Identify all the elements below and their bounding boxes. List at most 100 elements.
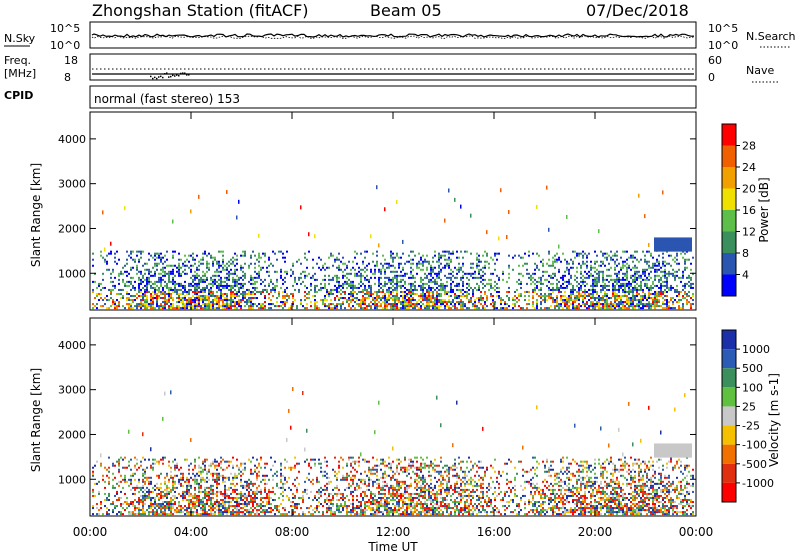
range-gate-cell bbox=[250, 301, 252, 304]
range-gate-cell bbox=[244, 254, 246, 257]
range-gate-cell bbox=[142, 274, 144, 277]
range-gate-cell bbox=[204, 303, 206, 306]
range-gate-cell bbox=[396, 299, 398, 302]
range-gate-cell bbox=[194, 276, 196, 279]
range-gate-cell bbox=[550, 305, 552, 308]
range-gate-cell bbox=[222, 507, 224, 510]
range-gate-cell bbox=[660, 286, 662, 289]
range-gate-cell bbox=[208, 492, 210, 495]
range-gate-cell bbox=[440, 303, 442, 306]
range-gate-cell bbox=[418, 307, 420, 310]
range-gate-cell bbox=[304, 290, 306, 293]
range-gate-cell bbox=[434, 305, 436, 308]
range-gate-cell bbox=[648, 242, 650, 247]
range-gate-cell bbox=[350, 284, 352, 287]
range-gate-cell bbox=[458, 268, 460, 271]
range-gate-cell bbox=[228, 276, 230, 279]
range-gate-cell bbox=[208, 496, 210, 499]
range-gate-cell bbox=[318, 288, 320, 291]
range-gate-cell bbox=[614, 284, 616, 287]
range-gate-cell bbox=[182, 474, 184, 477]
range-gate-cell bbox=[612, 258, 614, 261]
range-gate-cell bbox=[562, 307, 564, 310]
range-gate-cell bbox=[230, 513, 232, 516]
range-gate-cell bbox=[282, 513, 284, 516]
range-gate-cell bbox=[250, 496, 252, 499]
range-gate-cell bbox=[118, 484, 120, 487]
range-gate-cell bbox=[178, 284, 180, 287]
range-gate-cell bbox=[344, 290, 346, 293]
range-gate-cell bbox=[446, 303, 448, 306]
range-gate-cell bbox=[246, 484, 248, 487]
range-gate-cell bbox=[118, 511, 120, 514]
range-gate-cell bbox=[268, 500, 270, 504]
range-gate-cell bbox=[474, 299, 476, 302]
range-gate-cell bbox=[574, 256, 576, 259]
range-gate-cell bbox=[112, 500, 114, 504]
range-gate-cell bbox=[500, 299, 502, 302]
range-gate-cell bbox=[434, 272, 436, 275]
range-gate-cell bbox=[320, 258, 322, 261]
range-gate-cell bbox=[192, 305, 194, 308]
range-gate-cell bbox=[132, 258, 134, 261]
range-gate-cell bbox=[188, 284, 190, 287]
range-gate-cell bbox=[410, 305, 412, 308]
range-gate-cell bbox=[328, 274, 330, 277]
range-gate-cell bbox=[476, 262, 478, 265]
range-gate-cell bbox=[230, 292, 232, 295]
range-gate-cell bbox=[640, 301, 642, 304]
range-gate-cell bbox=[132, 294, 134, 298]
range-gate-cell bbox=[430, 278, 432, 281]
range-gate-cell bbox=[380, 270, 382, 273]
range-gate-cell bbox=[282, 484, 284, 487]
range-gate-cell bbox=[590, 274, 592, 277]
range-gate-cell bbox=[654, 299, 656, 302]
range-gate-cell bbox=[574, 274, 576, 277]
range-gate-cell bbox=[346, 299, 348, 302]
range-gate-cell bbox=[148, 272, 150, 275]
range-gate-cell bbox=[332, 278, 334, 281]
range-gate-cell bbox=[210, 278, 212, 281]
range-gate-cell bbox=[146, 276, 148, 279]
range-gate-cell bbox=[220, 278, 222, 281]
range-gate-cell bbox=[240, 301, 242, 304]
range-gate-cell bbox=[254, 303, 256, 306]
range-gate-cell bbox=[234, 305, 236, 308]
range-gate-cell bbox=[124, 264, 126, 267]
range-gate-cell bbox=[292, 387, 294, 392]
range-gate-cell bbox=[126, 507, 128, 510]
range-gate-cell bbox=[146, 307, 148, 310]
range-gate-cell bbox=[438, 252, 440, 255]
range-gate-cell bbox=[494, 252, 496, 255]
range-gate-cell bbox=[174, 500, 176, 504]
range-gate-cell bbox=[398, 307, 400, 310]
range-gate-cell bbox=[214, 278, 216, 281]
range-gate-cell bbox=[132, 286, 134, 289]
range-gate-cell bbox=[208, 290, 210, 293]
range-gate-cell bbox=[600, 260, 602, 263]
range-gate-cell bbox=[606, 274, 608, 277]
range-gate-cell bbox=[584, 305, 586, 308]
range-gate-cell bbox=[112, 484, 114, 487]
range-gate-cell bbox=[526, 307, 528, 310]
range-gate-cell bbox=[602, 305, 604, 308]
range-gate-cell bbox=[654, 303, 656, 306]
range-gate-cell bbox=[632, 286, 634, 289]
range-gate-cell bbox=[150, 292, 152, 295]
range-gate-cell bbox=[596, 297, 598, 300]
range-gate-cell bbox=[424, 272, 426, 275]
range-gate-cell bbox=[634, 278, 636, 281]
range-gate-cell bbox=[210, 288, 212, 291]
range-gate-cell bbox=[432, 297, 434, 300]
range-gate-cell bbox=[254, 464, 256, 467]
range-gate-cell bbox=[630, 282, 632, 285]
range-gate-cell bbox=[232, 286, 234, 289]
range-gate-cell bbox=[516, 301, 518, 304]
range-gate-cell bbox=[284, 270, 286, 273]
range-gate-cell bbox=[170, 490, 172, 493]
freq-dot bbox=[150, 75, 152, 78]
range-gate-cell bbox=[374, 272, 376, 275]
range-gate-cell bbox=[460, 204, 462, 209]
range-gate-cell bbox=[102, 478, 104, 481]
range-gate-cell bbox=[374, 264, 376, 267]
